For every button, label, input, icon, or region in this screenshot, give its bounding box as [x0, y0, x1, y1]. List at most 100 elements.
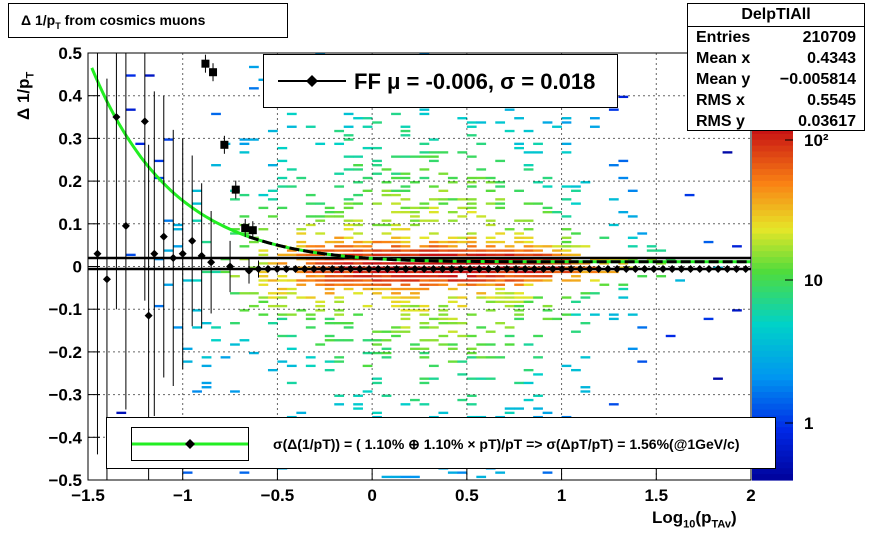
mean-profile-point — [273, 265, 282, 274]
heatmap-cell — [362, 351, 373, 355]
heatmap-cell — [618, 159, 629, 163]
heatmap-cell — [201, 270, 212, 274]
heatmap-cell — [324, 292, 335, 295]
mean-profile-point — [392, 265, 401, 274]
heatmap-cell — [201, 356, 212, 359]
heatmap-cell — [571, 232, 581, 235]
mean-profile-point — [475, 265, 484, 274]
colorbar-segment — [752, 233, 793, 241]
heatmap-cell — [618, 287, 629, 291]
heatmap-cell — [419, 304, 430, 308]
heatmap-cell — [447, 287, 458, 291]
colorbar-segment — [752, 145, 793, 153]
heatmap-cell — [419, 403, 430, 406]
heatmap-cell — [561, 151, 572, 154]
heatmap-cell — [684, 193, 695, 197]
heatmap-cell — [353, 181, 363, 184]
heatmap-cell — [485, 240, 496, 244]
heatmap-cell — [305, 270, 316, 274]
heatmap-cell — [400, 176, 411, 180]
heatmap-cell — [466, 334, 477, 338]
heatmap-cell — [334, 309, 345, 312]
heatmap-cell — [400, 326, 411, 329]
heatmap-cell — [476, 377, 487, 380]
heatmap-cell — [476, 215, 487, 218]
heatmap-cell — [334, 275, 345, 278]
heatmap-cell — [533, 245, 543, 248]
heatmap-cell — [495, 270, 506, 274]
colorbar-segment — [752, 163, 793, 170]
heatmap-cell — [249, 266, 259, 269]
heatmap-cell — [476, 326, 487, 329]
heatmap-cell — [533, 181, 543, 184]
heatmap-cell — [485, 236, 496, 239]
heatmap-cell — [125, 108, 136, 111]
heatmap-cell — [580, 390, 591, 393]
heatmap-cell — [523, 283, 534, 286]
heatmap-cell — [334, 283, 345, 286]
heatmap-cell — [457, 360, 468, 363]
heatmap-cell — [561, 266, 572, 269]
colorbar-segment — [752, 210, 793, 217]
heatmap-cell — [580, 292, 591, 295]
heatmap-cell — [334, 313, 345, 316]
mean-profile-point — [466, 265, 475, 274]
heatmap-cell — [504, 292, 515, 295]
heatmap-cell — [391, 326, 401, 329]
heatmap-cell — [495, 287, 506, 291]
heatmap-cell — [438, 334, 449, 338]
heatmap-cell — [391, 223, 401, 227]
heatmap-cell — [514, 189, 524, 192]
heatmap-cell — [485, 223, 496, 227]
heatmap-cell — [523, 300, 534, 304]
heatmap-cell — [277, 292, 288, 295]
mean-profile-point — [420, 265, 429, 274]
heatmap-cell — [466, 403, 477, 406]
mean-profile-point — [346, 265, 355, 274]
colorbar-segment — [752, 245, 793, 252]
heatmap-cell — [428, 377, 439, 380]
heatmap-cell — [542, 210, 553, 214]
heatmap-cell — [428, 151, 439, 154]
heatmap-cell — [362, 262, 373, 265]
heatmap-cell — [552, 245, 562, 248]
heatmap-cell — [447, 245, 458, 248]
heatmap-cell — [381, 240, 392, 244]
heatmap-cell — [400, 475, 411, 479]
heatmap-cell — [315, 343, 326, 346]
heatmap-cell — [419, 249, 430, 252]
heatmap-cell — [163, 219, 174, 222]
heatmap-cell — [315, 142, 326, 146]
heatmap-cell — [125, 253, 136, 257]
heatmap-cell — [381, 356, 392, 359]
heatmap-cell — [523, 381, 534, 385]
heatmap-cell — [495, 296, 506, 299]
colorbar-segment — [752, 386, 793, 393]
heatmap-cell — [343, 322, 354, 325]
heatmap-cell — [457, 253, 468, 257]
heatmap-cell — [514, 232, 524, 235]
heatmap-cell — [381, 249, 392, 252]
heatmap-cell — [305, 223, 316, 227]
heatmap-cell — [599, 270, 610, 274]
heatmap-cell — [419, 245, 430, 248]
heatmap-cell — [523, 245, 534, 248]
heatmap-cell — [533, 202, 543, 205]
heatmap-cell — [732, 309, 742, 312]
heatmap-cell — [334, 129, 345, 133]
heatmap-cell — [230, 322, 240, 325]
heatmap-cell — [428, 317, 439, 321]
heatmap-cell — [438, 262, 449, 265]
mean-profile-point — [493, 265, 502, 274]
heatmap-cell — [504, 270, 515, 274]
heatmap-cell — [410, 275, 420, 278]
heatmap-cell — [457, 279, 468, 282]
heatmap-cell — [552, 270, 562, 274]
heatmap-cell — [428, 159, 439, 163]
heatmap-cell — [305, 356, 316, 359]
heatmap-cell — [305, 326, 316, 329]
heatmap-cell — [514, 253, 524, 257]
heatmap-layer — [116, 53, 742, 479]
heatmap-cell — [438, 283, 449, 286]
